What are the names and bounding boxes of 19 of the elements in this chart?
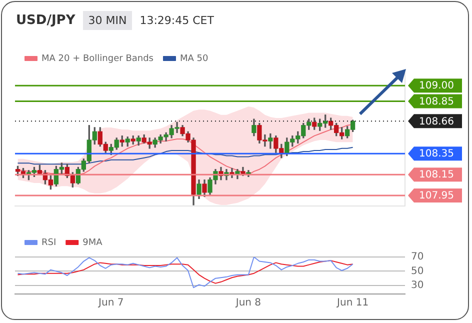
legend-label: 9MA [82,238,104,248]
ref-line-label: 107.95 [419,190,454,202]
ref-line-label: 108.85 [419,96,454,108]
x-tick-label: Jun 8 [234,298,262,309]
legend-label: RSI [42,238,56,248]
text: 13:29:45 CET [140,14,214,27]
ref-line-label: 109.00 [419,80,454,92]
y-tick-label: 50 [411,266,424,277]
ref-line-label: 108.66 [419,116,454,128]
ref-line-label: 108.35 [419,148,454,160]
x-tick-label: Jun 7 [98,298,124,309]
chart-subtitle: 30 MIN [83,11,132,30]
legend-label: MA 20 + Bollinger Bands [42,54,154,64]
ref-line-label: 108.15 [419,170,454,181]
chart-title: USD/JPY [16,13,76,28]
y-tick-label: 30 [411,280,424,292]
legend-label: MA 50 [180,54,208,64]
y-tick-label: 70 [411,252,424,263]
x-tick-label: Jun 11 [336,298,369,309]
